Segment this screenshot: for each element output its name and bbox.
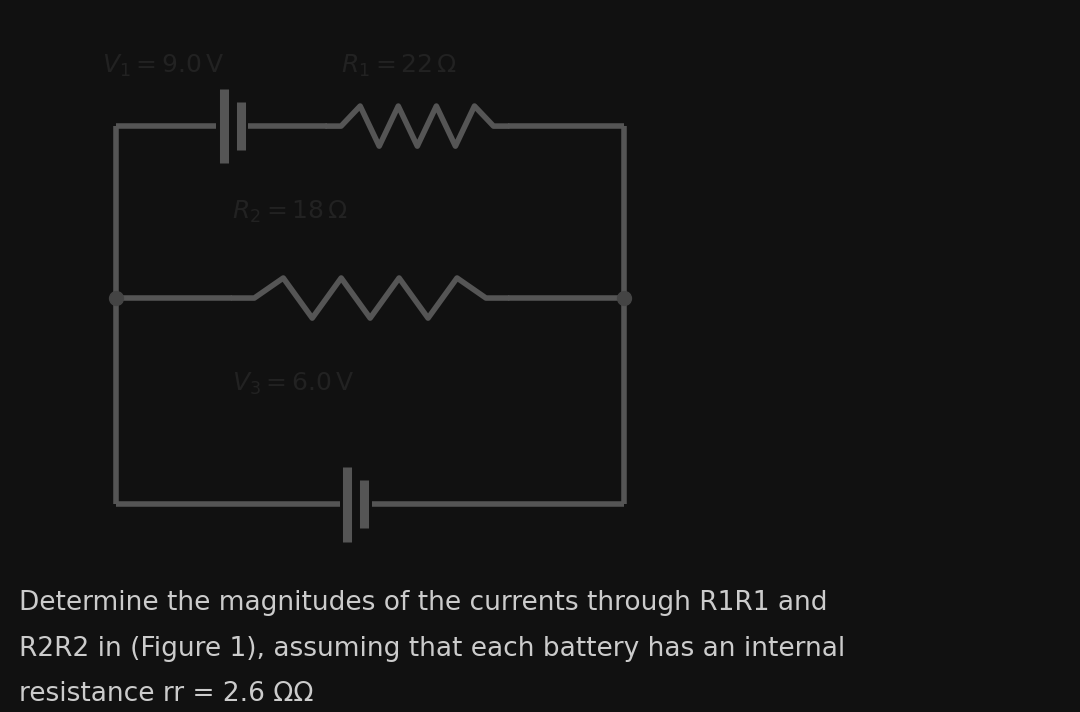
Point (108, 293, 125, 304)
Text: $V_1 = 9.0\,\mathrm{V}$: $V_1 = 9.0\,\mathrm{V}$ (102, 53, 224, 79)
Text: R2R2 in (Figure 1), assuming that each battery has an internal: R2R2 in (Figure 1), assuming that each b… (19, 636, 846, 661)
Text: $V_3 = 6.0\,\mathrm{V}$: $V_3 = 6.0\,\mathrm{V}$ (232, 371, 354, 397)
Text: Determine the magnitudes of the currents through R1R1 and: Determine the magnitudes of the currents… (19, 590, 828, 616)
Text: $R_2 = 18\,\Omega$: $R_2 = 18\,\Omega$ (232, 199, 348, 225)
Point (616, 293, 633, 304)
Text: $R_1 = 22\,\Omega$: $R_1 = 22\,\Omega$ (341, 53, 457, 79)
Text: resistance rr = 2.6 ΩΩ: resistance rr = 2.6 ΩΩ (19, 681, 314, 708)
